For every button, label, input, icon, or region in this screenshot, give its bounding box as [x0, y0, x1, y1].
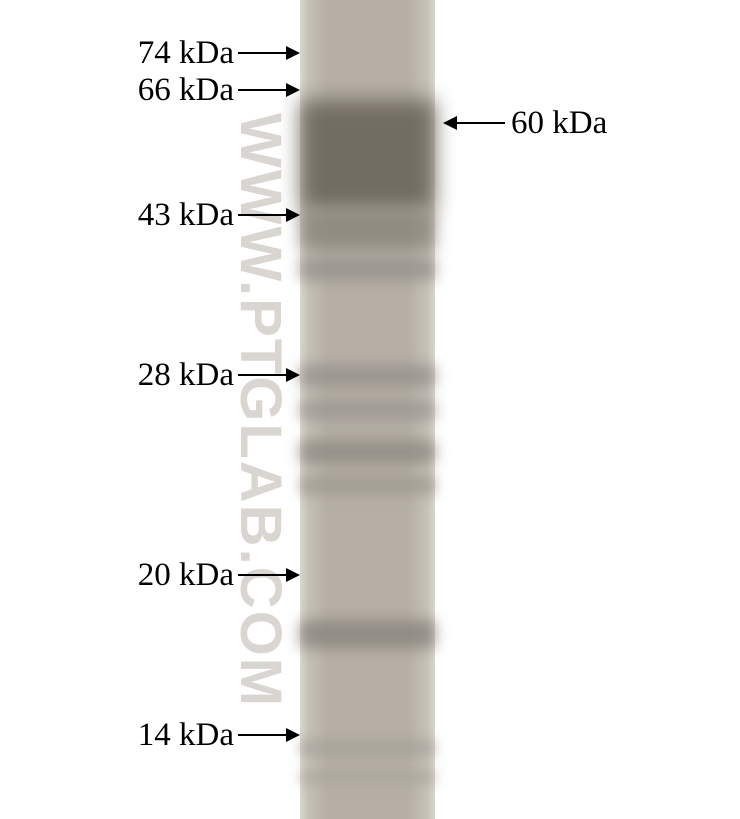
- gel-band: [300, 740, 435, 756]
- arrow-right-icon: [238, 567, 300, 583]
- gel-band: [300, 440, 435, 464]
- arrow-right-icon: [238, 727, 300, 743]
- mw-marker-label: 60 kDa: [511, 105, 607, 142]
- arrow-right-icon: [238, 82, 300, 98]
- mw-marker-right: 60 kDa: [435, 105, 607, 142]
- mw-marker-left: 66 kDa: [0, 72, 300, 109]
- gel-band: [300, 620, 435, 648]
- gel-lane: [300, 0, 435, 819]
- gel-band: [300, 365, 435, 387]
- gel-band: [300, 210, 435, 250]
- mw-marker-left: 28 kDa: [0, 357, 300, 394]
- mw-marker-label: 20 kDa: [138, 557, 234, 594]
- mw-marker-label: 74 kDa: [138, 35, 234, 72]
- mw-marker-label: 43 kDa: [138, 197, 234, 234]
- arrow-right-icon: [238, 367, 300, 383]
- gel-band: [300, 100, 435, 210]
- gel-band: [300, 258, 435, 280]
- mw-marker-left: 20 kDa: [0, 557, 300, 594]
- mw-marker-left: 74 kDa: [0, 35, 300, 72]
- mw-marker-left: 14 kDa: [0, 717, 300, 754]
- gel-band: [300, 400, 435, 420]
- arrow-left-icon: [443, 115, 505, 131]
- gel-band: [300, 475, 435, 495]
- mw-marker-label: 14 kDa: [138, 717, 234, 754]
- gel-band: [300, 770, 435, 784]
- mw-marker-left: 43 kDa: [0, 197, 300, 234]
- mw-marker-label: 28 kDa: [138, 357, 234, 394]
- western-blot-figure: WWW.PTGLAB.COM74 kDa66 kDa43 kDa28 kDa20…: [0, 0, 740, 819]
- arrow-right-icon: [238, 207, 300, 223]
- mw-marker-label: 66 kDa: [138, 72, 234, 109]
- arrow-right-icon: [238, 45, 300, 61]
